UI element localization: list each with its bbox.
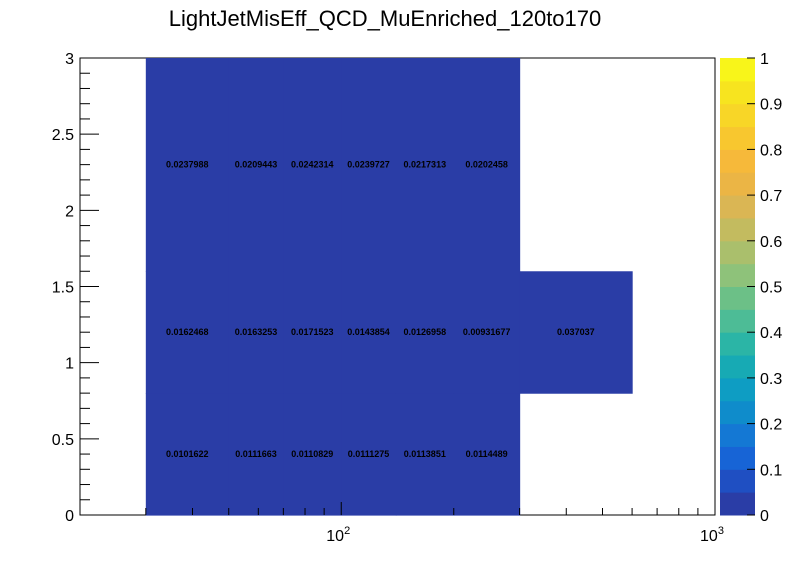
heatmap-cell	[145, 393, 230, 516]
palette-swatch	[720, 469, 755, 493]
palette-swatch	[720, 446, 755, 470]
cell-value-label: 0.0202458	[465, 160, 508, 170]
heatmap-cell	[341, 271, 397, 394]
palette-swatch	[720, 195, 755, 219]
cell-value-label: 0.0101622	[166, 449, 209, 459]
heatmap-cell	[145, 58, 230, 272]
cell-value-label: 0.00931677	[463, 327, 511, 337]
palette-swatch	[720, 377, 755, 402]
heatmap-cell	[283, 393, 342, 516]
y-tick-label: 0	[65, 508, 74, 525]
heatmap-cell	[453, 271, 521, 394]
cell-labels-layer: 0.0101622 0.0111663 0.0110829 0.0111275 0.01…	[166, 160, 595, 459]
heatmap-cell	[519, 271, 633, 394]
palette-tick-label: 0.9	[760, 97, 782, 114]
palette-swatch	[720, 217, 755, 242]
heatmap-cell	[395, 58, 455, 272]
palette-swatch	[720, 332, 755, 356]
palette-tick-label: 0.4	[760, 325, 782, 342]
palette-swatch	[720, 263, 755, 287]
x-axis: 102 103	[79, 502, 724, 545]
heatmap-cell	[341, 393, 397, 516]
palette-swatch	[720, 80, 755, 105]
heatmap-cell	[228, 393, 284, 516]
x-tick-label: 103	[700, 525, 724, 545]
heatmap-cell	[341, 58, 397, 272]
heatmap-cell	[453, 58, 521, 272]
x-tick-label: 102	[326, 525, 350, 545]
y-tick-label: 0.5	[52, 432, 74, 449]
heatmap-cell	[395, 271, 455, 394]
cell-value-label: 0.0237988	[166, 160, 209, 170]
y-axis: 0 0.5 1 1.5 2 2.5 3	[52, 51, 99, 525]
cell-value-label: 0.0239727	[347, 160, 390, 170]
color-palette: 0 0.1 0.2 0.3 0.4 0.5 0.6 0.7 0.8 0.9 1	[720, 51, 782, 525]
heatmap-cell	[145, 271, 230, 394]
y-tick-label: 2.5	[52, 127, 74, 144]
palette-swatch	[720, 149, 755, 173]
cell-value-label: 0.0111275	[348, 449, 390, 459]
cell-value-label: 0.0126958	[404, 327, 447, 337]
palette-swatch	[720, 286, 755, 310]
palette-swatch	[720, 103, 755, 128]
palette-tick-label: 0.2	[760, 417, 782, 434]
cell-value-label: 0.0163253	[235, 327, 278, 337]
palette-swatch	[720, 355, 755, 379]
palette-swatch	[720, 240, 755, 265]
heatmap-cell	[395, 393, 455, 516]
palette-swatch	[720, 172, 755, 196]
palette-tick-label: 0.3	[760, 371, 782, 388]
cell-value-label: 0.0209443	[235, 160, 278, 170]
cell-value-label: 0.0143854	[347, 327, 390, 337]
palette-tick-label: 0.6	[760, 234, 782, 251]
heatmap-cell	[283, 58, 342, 272]
palette-tick-label: 0	[760, 508, 769, 525]
palette-tick-label: 0.7	[760, 188, 782, 205]
cell-value-label: 0.0242314	[291, 160, 334, 170]
palette-tick-label: 0.5	[760, 280, 782, 297]
heatmap-cell	[283, 271, 342, 394]
y-tick-label: 3	[65, 51, 74, 68]
cell-value-label: 0.0113851	[404, 449, 446, 459]
palette-swatch	[720, 423, 755, 447]
palette-tick-label: 1	[760, 51, 769, 68]
palette-tick-label: 0.1	[760, 462, 782, 479]
y-tick-label: 1.5	[52, 280, 74, 297]
cell-value-label: 0.0217313	[404, 160, 447, 170]
heatmap-cell	[228, 271, 284, 394]
palette-swatch	[720, 58, 755, 82]
palette-swatch	[720, 400, 755, 425]
palette-swatch	[720, 126, 755, 150]
heatmap-cell	[228, 58, 284, 272]
cell-value-label: 0.0114489	[466, 449, 508, 459]
cell-value-label: 0.0110829	[291, 449, 333, 459]
chart-title: LightJetMisEff_QCD_MuEnriched_120to170	[0, 6, 796, 32]
cells-layer	[145, 58, 633, 516]
chart-title-text: LightJetMisEff_QCD_MuEnriched_120to170	[168, 6, 602, 31]
cell-value-label: 0.0162468	[166, 327, 209, 337]
palette-swatch	[720, 309, 755, 333]
y-tick-label: 1	[65, 356, 74, 373]
cell-value-label: 0.0111663	[235, 449, 277, 459]
palette-tick-label: 0.8	[760, 142, 782, 159]
cell-value-label: 0.0171523	[291, 327, 334, 337]
palette-swatch	[720, 492, 755, 516]
cell-value-label: 0.037037	[557, 327, 595, 337]
heatmap-cell	[453, 393, 521, 516]
y-tick-label: 2	[65, 203, 74, 220]
